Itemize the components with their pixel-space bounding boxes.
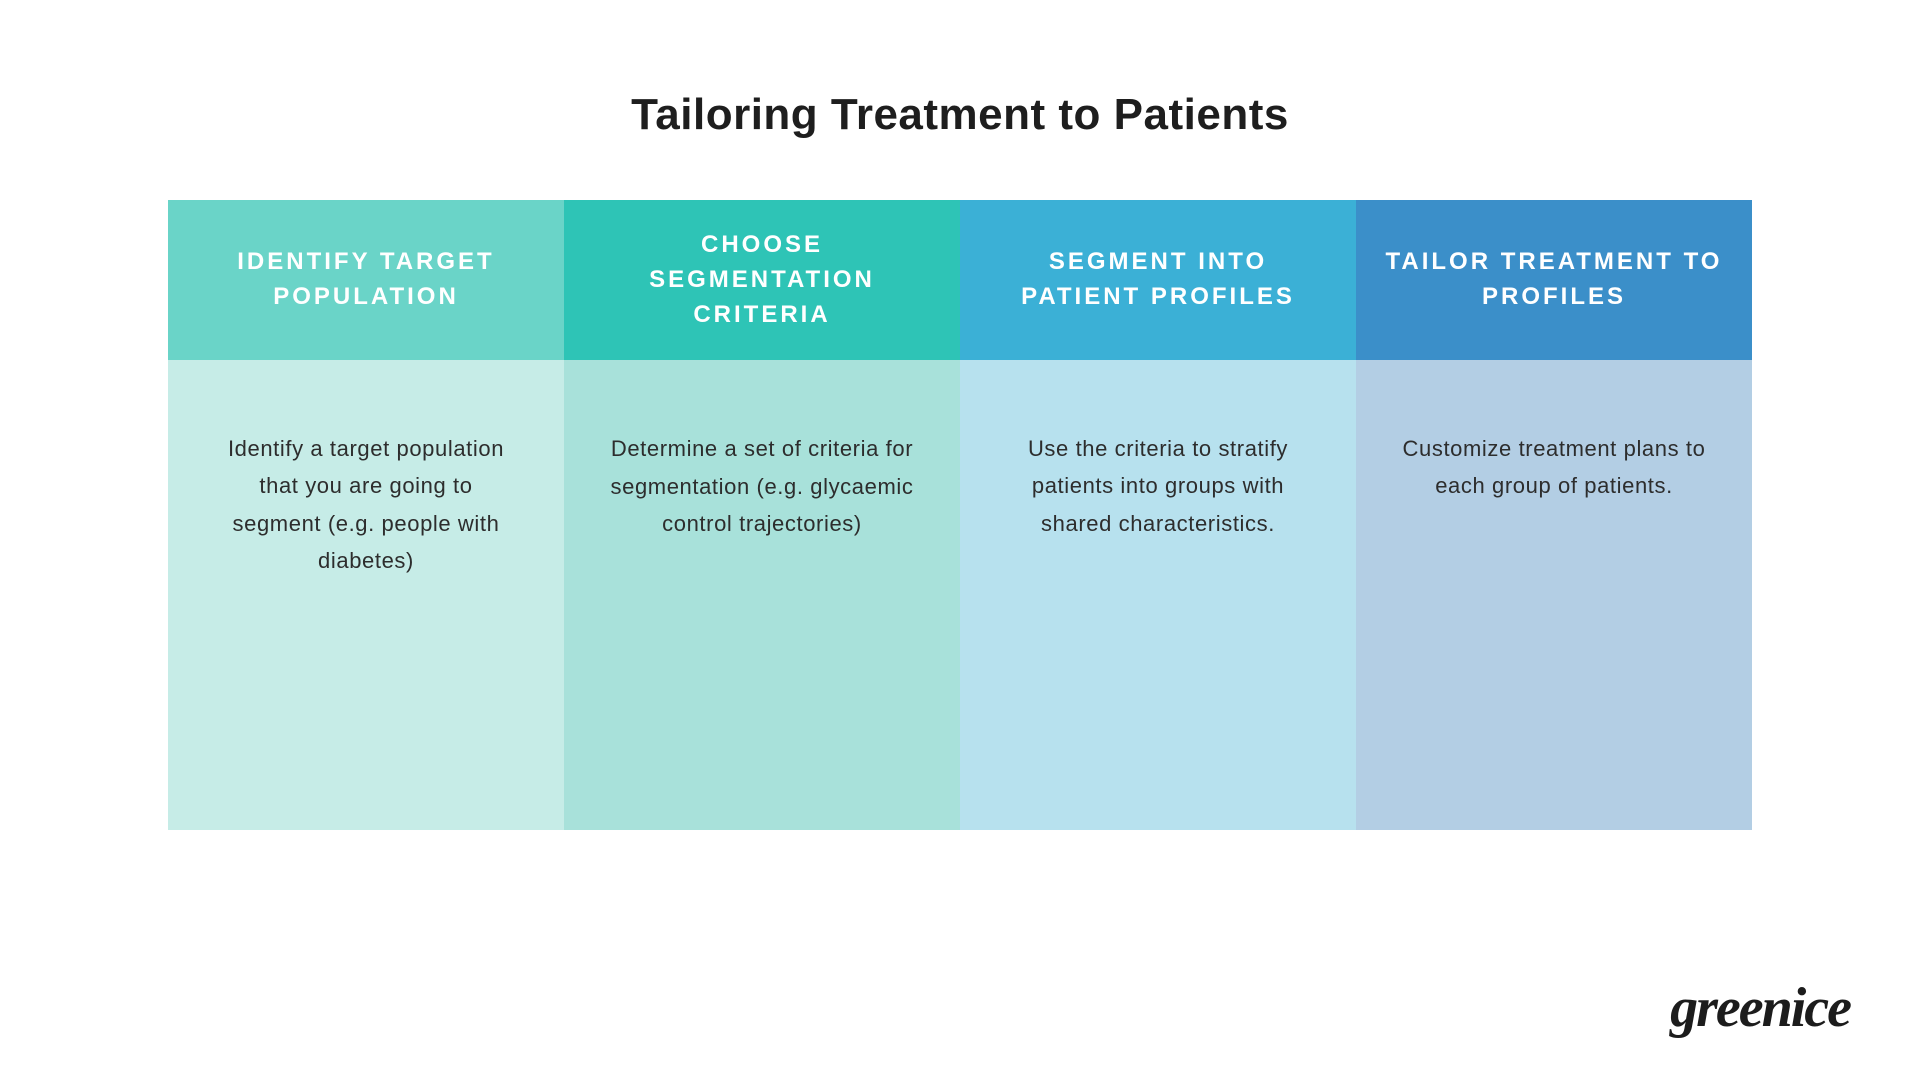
page-title: Tailoring Treatment to Patients: [160, 90, 1760, 140]
step-2-header: CHOOSE SEGMENTATION CRITERIA: [564, 200, 960, 360]
step-1-header: IDENTIFY TARGET POPULATION: [168, 200, 564, 360]
step-4-body-text: Customize treatment plans to each group …: [1400, 430, 1708, 505]
steps-row: IDENTIFY TARGET POPULATION Identify a ta…: [160, 200, 1760, 830]
step-3-body: Use the criteria to stratify patients in…: [960, 360, 1356, 830]
step-2-header-text: CHOOSE SEGMENTATION CRITERIA: [590, 228, 934, 332]
step-3-header-text: SEGMENT INTO PATIENT PROFILES: [986, 245, 1330, 315]
step-4-header: TAILOR TREATMENT TO PROFILES: [1356, 200, 1752, 360]
step-4-body: Customize treatment plans to each group …: [1356, 360, 1752, 830]
step-2-body: Determine a set of criteria for segmenta…: [564, 360, 960, 830]
step-1-body: Identify a target population that you ar…: [168, 360, 564, 830]
step-1-header-text: IDENTIFY TARGET POPULATION: [194, 245, 538, 315]
step-1: IDENTIFY TARGET POPULATION Identify a ta…: [168, 200, 564, 830]
infographic-canvas: Tailoring Treatment to Patients IDENTIFY…: [0, 0, 1920, 1080]
step-4: TAILOR TREATMENT TO PROFILES Customize t…: [1356, 200, 1752, 830]
step-2-body-text: Determine a set of criteria for segmenta…: [608, 430, 916, 542]
brand-logo: greenice: [1670, 976, 1850, 1040]
step-3-body-text: Use the criteria to stratify patients in…: [1004, 430, 1312, 542]
step-3: SEGMENT INTO PATIENT PROFILES Use the cr…: [960, 200, 1356, 830]
step-2: CHOOSE SEGMENTATION CRITERIA Determine a…: [564, 200, 960, 830]
step-1-body-text: Identify a target population that you ar…: [212, 430, 520, 580]
step-3-header: SEGMENT INTO PATIENT PROFILES: [960, 200, 1356, 360]
step-4-header-text: TAILOR TREATMENT TO PROFILES: [1382, 245, 1726, 315]
